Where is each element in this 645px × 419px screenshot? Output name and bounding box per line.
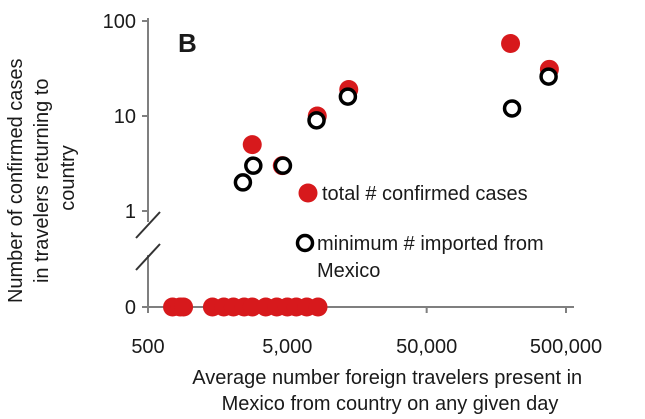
point-minimum-imported	[338, 87, 358, 106]
point-minimum-imported	[244, 156, 263, 175]
x-tick-label: 50,000	[396, 336, 457, 358]
x-tick-label: 500,000	[530, 336, 602, 358]
point-minimum-imported	[539, 67, 558, 86]
legend-marker-minimum	[295, 233, 315, 253]
legend: total # confirmed cases minimum # import…	[295, 183, 549, 282]
point-minimum-imported	[233, 173, 253, 192]
y-axis-label: Number of confirmed cases in travelers r…	[5, 53, 79, 303]
axis-break-mark-upper	[135, 211, 161, 239]
x-axis-label-line2: Mexico from country on any given day	[222, 393, 559, 415]
legend-markers	[295, 183, 318, 253]
data-points	[163, 33, 559, 317]
x-axis-label-line1: Average number foreign travelers present…	[192, 367, 582, 389]
y-axis-label-line2: in travelers returning to	[31, 79, 53, 284]
x-tick-label: 500	[131, 336, 164, 358]
point-total-confirmed	[501, 33, 521, 53]
y-tick-label: 0	[125, 297, 136, 319]
legend-label-minimum-line1: minimum # imported from	[317, 233, 544, 255]
x-tick-label: 5,000	[262, 336, 312, 358]
point-minimum-imported	[273, 156, 293, 175]
y-axis-label-line3: country	[57, 145, 79, 211]
tick-labels: 0 1 10 100 500 5,000 50,000 500,000	[103, 11, 603, 358]
point-minimum-imported	[307, 111, 326, 130]
point-minimum-imported	[502, 99, 522, 118]
legend-label-minimum: minimum # imported from Mexico	[317, 233, 549, 282]
point-total-confirmed	[242, 297, 262, 317]
legend-marker-total	[298, 183, 318, 203]
point-total-confirmed	[174, 297, 194, 317]
y-tick-label: 100	[103, 11, 136, 33]
panel-label: B	[178, 28, 197, 58]
y-tick-label: 1	[125, 201, 136, 223]
point-total-confirmed	[242, 135, 262, 155]
y-axis-label-line1: Number of confirmed cases	[5, 59, 27, 304]
axis-break-mark-lower	[135, 243, 161, 271]
x-axis-label: Average number foreign travelers present…	[192, 367, 587, 415]
y-tick-label: 10	[114, 106, 136, 128]
legend-label-minimum-line2: Mexico	[317, 260, 380, 282]
legend-label-total: total # confirmed cases	[322, 183, 528, 205]
point-total-confirmed	[308, 297, 328, 317]
